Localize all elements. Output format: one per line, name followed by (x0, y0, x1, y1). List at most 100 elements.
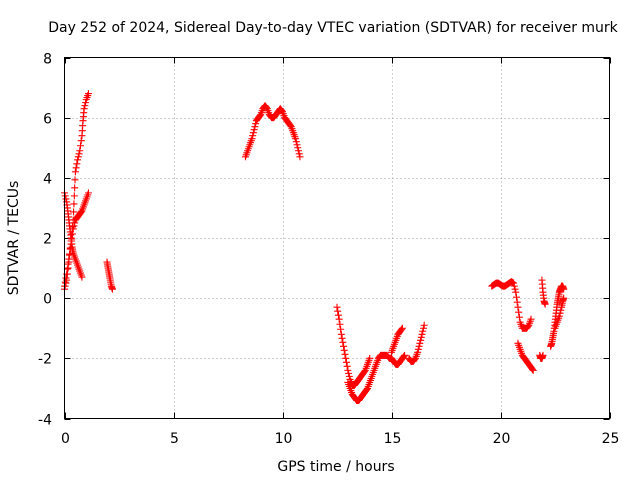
x-tick-label: 5 (170, 431, 179, 447)
data-point (510, 282, 518, 290)
data-point (400, 352, 408, 360)
data-point (84, 90, 92, 98)
data-point (528, 365, 536, 373)
data-point (70, 208, 78, 216)
data-point (401, 351, 409, 359)
data-point (511, 285, 519, 293)
x-tick-labels: 0 5 10 15 20 25 (61, 431, 619, 447)
series-arc-evening-f (551, 294, 568, 332)
data-series (61, 90, 568, 404)
data-point (251, 123, 259, 131)
y-tick-label: -4 (38, 413, 52, 429)
data-point (515, 308, 523, 316)
data-point (420, 321, 428, 329)
data-point (340, 346, 348, 354)
y-tick-label: 6 (43, 112, 52, 128)
data-point (334, 307, 342, 315)
series-arc-evening-d (538, 276, 549, 308)
data-point (286, 122, 294, 130)
series-arc-early-falling (61, 189, 86, 281)
data-point (342, 358, 350, 366)
data-point (294, 144, 302, 152)
data-point (555, 312, 563, 320)
data-point (71, 184, 79, 192)
y-axis-label: SDTVAR / TECUs (6, 181, 22, 296)
data-point (524, 322, 532, 330)
data-point (71, 219, 79, 227)
series-arc-evening-c (536, 351, 547, 362)
data-point (556, 309, 564, 317)
data-point (256, 112, 264, 120)
x-tick-label: 20 (493, 431, 511, 447)
data-point (557, 306, 565, 314)
data-point (64, 260, 72, 268)
data-point (74, 153, 82, 161)
data-point (252, 120, 260, 128)
data-point (539, 351, 547, 359)
data-point (296, 153, 304, 161)
series-arc-short (103, 258, 116, 293)
data-point (278, 107, 286, 115)
data-point (68, 235, 76, 243)
data-point (75, 150, 83, 158)
data-point (82, 99, 90, 107)
data-point (72, 164, 80, 172)
data-point (71, 176, 79, 184)
data-point (249, 132, 257, 140)
data-point (62, 195, 70, 203)
y-tick-label: -2 (38, 352, 52, 368)
data-point (416, 339, 424, 347)
series-arc-afternoon-a (333, 303, 374, 389)
data-point (69, 225, 77, 233)
data-point (80, 105, 88, 113)
data-point (512, 288, 520, 296)
data-point (417, 333, 425, 341)
x-tick-label: 15 (384, 431, 402, 447)
series-arc-evening-b (514, 339, 537, 374)
data-point (337, 330, 345, 338)
data-point (398, 324, 406, 332)
series-arc-midday (241, 102, 304, 161)
data-point (66, 245, 74, 253)
data-point (513, 298, 521, 306)
data-point (295, 150, 303, 158)
data-point (345, 369, 353, 377)
series-arc-afternoon-d (405, 321, 428, 365)
y-tick-label: 2 (43, 232, 52, 248)
data-point (361, 367, 369, 375)
data-point (414, 345, 422, 353)
data-point (108, 285, 116, 293)
data-point (68, 230, 76, 238)
data-point (333, 303, 341, 311)
data-point (529, 366, 537, 374)
data-point (65, 255, 73, 263)
data-point (294, 147, 302, 155)
data-point (512, 293, 520, 301)
data-point (335, 315, 343, 323)
series-arc-afternoon-b (344, 351, 409, 404)
data-point (63, 265, 71, 273)
data-point (341, 350, 349, 358)
data-point (338, 334, 346, 342)
data-point (419, 327, 427, 335)
data-point (417, 336, 425, 344)
data-point (527, 315, 535, 323)
plot-frame (64, 57, 610, 419)
data-point (292, 135, 300, 143)
data-point (62, 274, 70, 282)
data-point (337, 325, 345, 333)
data-point (366, 354, 374, 362)
data-point (363, 385, 371, 393)
data-point (339, 338, 347, 346)
data-point (250, 126, 258, 134)
data-point (249, 129, 257, 137)
data-point (77, 208, 85, 216)
data-point (76, 142, 84, 150)
data-point (61, 278, 69, 286)
data-point (510, 279, 518, 287)
x-tick-label: 10 (275, 431, 293, 447)
y-tick-label: 4 (43, 172, 52, 188)
data-point (418, 330, 426, 338)
series-arc-afternoon-c (388, 324, 406, 356)
